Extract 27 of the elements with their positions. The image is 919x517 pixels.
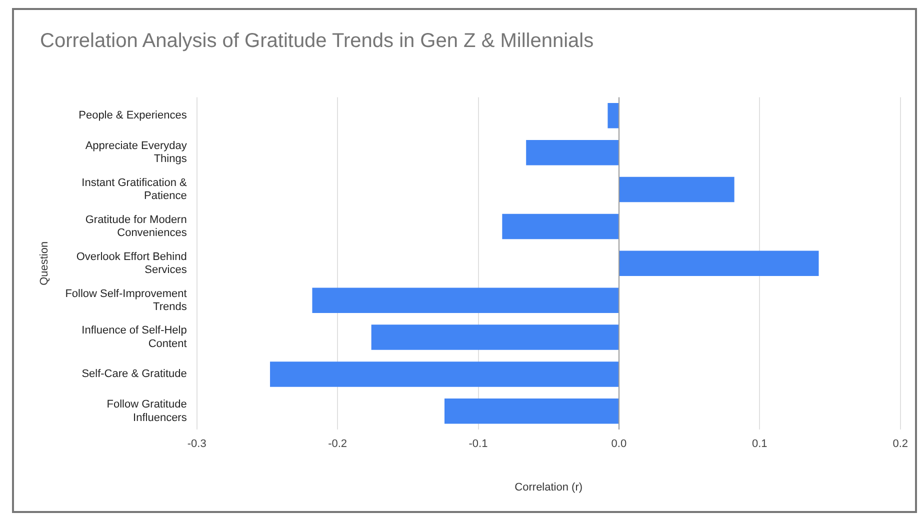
y-tick-label: People & Experiences bbox=[78, 110, 188, 122]
y-tick-label: Gratitude for Modern Conveniences bbox=[85, 214, 188, 240]
chart-title: Correlation Analysis of Gratitude Trends in Gen Z & Millennials bbox=[40, 30, 594, 53]
bar bbox=[619, 250, 819, 276]
x-tick-label: -0.3 bbox=[187, 438, 206, 450]
x-tick-label: -0.1 bbox=[468, 438, 488, 450]
y-tick-label: Overlook Effort Behind Services bbox=[76, 250, 188, 276]
bar bbox=[444, 398, 618, 424]
y-tick-label: Appreciate Everyday Things bbox=[85, 140, 188, 166]
y-tick-label: Influence of Self-Help Content bbox=[82, 324, 187, 350]
y-tick-label: Follow Self-Improvement Trends bbox=[65, 288, 188, 313]
y-axis-title: Question bbox=[38, 241, 51, 286]
bar bbox=[270, 362, 618, 387]
bar bbox=[619, 176, 734, 202]
bar bbox=[526, 140, 618, 166]
x-tick-label: 0.2 bbox=[892, 438, 908, 450]
bar bbox=[312, 288, 618, 313]
x-tick-label: 0.1 bbox=[752, 438, 768, 450]
x-tick-label: 0.0 bbox=[611, 438, 627, 450]
y-tick-label: Instant Gratification & Patience bbox=[82, 176, 188, 202]
x-tick-label: -0.2 bbox=[328, 438, 348, 450]
bar bbox=[502, 214, 618, 240]
bar bbox=[608, 103, 618, 128]
y-tick-label: Follow Gratitude Influencers bbox=[106, 398, 188, 424]
bar bbox=[371, 324, 618, 350]
y-tick-label: Self-Care & Gratitude bbox=[82, 368, 187, 380]
x-axis-title: Correlation (r) bbox=[514, 481, 583, 494]
